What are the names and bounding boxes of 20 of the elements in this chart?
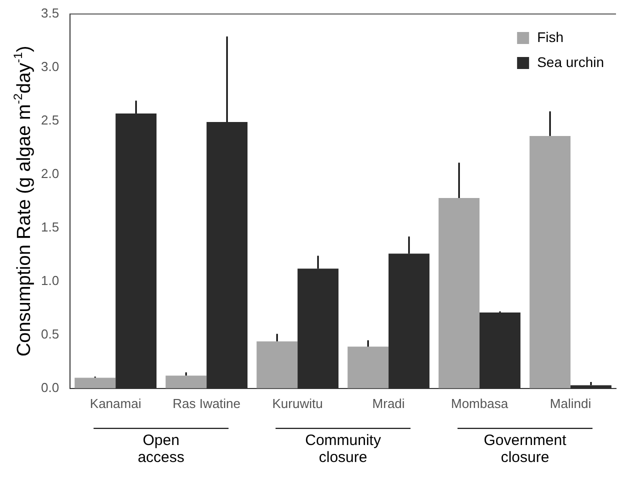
y-tick-label: 3.0 [40,59,60,74]
y-tick-label: 0.5 [40,326,60,342]
y-tick-label: 1.0 [40,273,60,288]
x-tick-label: Kuruwitu [272,396,323,411]
x-tick-label: Ras Iwatine [172,396,241,411]
x-tick-label: Malindi [550,396,592,411]
legend-label: Fish [537,28,564,45]
y-tick-label: 3.5 [40,6,60,21]
y-tick-label: 2.5 [40,112,60,128]
y-tick-label: 2.0 [40,166,60,182]
legend-label: Sea urchin [537,54,604,70]
text: Open access [138,432,184,466]
text: Community closure [305,432,382,466]
x-tick-label: Mombasa [450,396,509,411]
x-tick-label: Mradi [372,396,405,411]
y-tick-label: 1.5 [40,220,60,235]
text: Government closure [484,432,568,466]
y-axis-title: Consumption Rate (g algae m-2day-1) [11,46,35,357]
x-tick-label: Kanamai [90,396,142,411]
y-tick-label: 0.0 [40,380,60,395]
